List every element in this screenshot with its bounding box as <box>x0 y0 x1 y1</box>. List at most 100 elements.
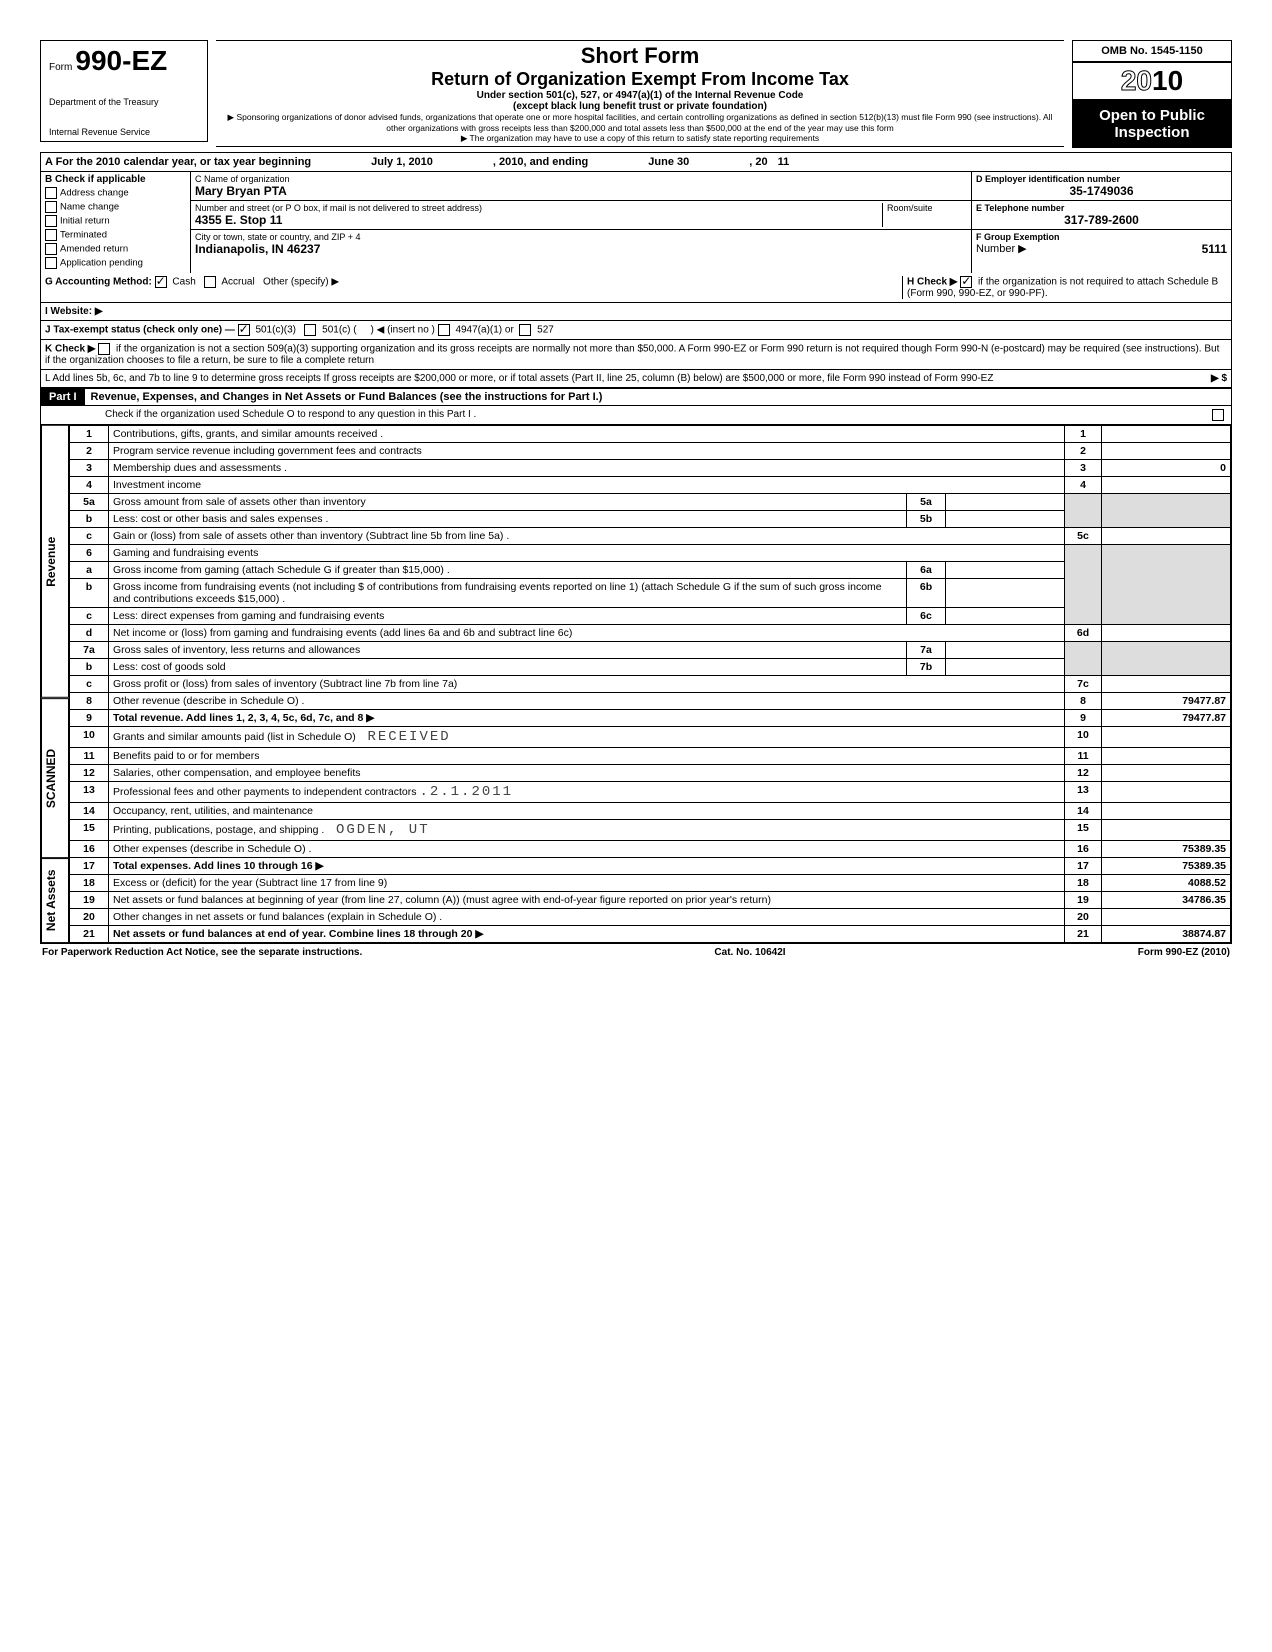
line-7a: 7aGross sales of inventory, less returns… <box>70 642 1231 659</box>
l-arrow: ▶ $ <box>1211 373 1227 384</box>
e-label: E Telephone number <box>976 203 1227 213</box>
stamp-received: RECEIVED <box>367 729 450 745</box>
ein: 35-1749036 <box>976 184 1227 198</box>
cb-501c3[interactable] <box>238 324 250 336</box>
stamp-ogden: OGDEN, UT <box>336 822 430 838</box>
line-20: 20Other changes in net assets or fund ba… <box>70 909 1231 926</box>
line-21: 21Net assets or fund balances at end of … <box>70 926 1231 943</box>
year-bold: 10 <box>1152 65 1183 96</box>
group-exemption: 5111 <box>1202 242 1227 256</box>
b-header: B Check if applicable <box>45 174 186 185</box>
cb-application-pending[interactable]: Application pending <box>45 257 186 269</box>
cb-terminated[interactable]: Terminated <box>45 229 186 241</box>
line-7c: cGross profit or (loss) from sales of in… <box>70 676 1231 693</box>
line-3: 3Membership dues and assessments .30 <box>70 460 1231 477</box>
cb-527[interactable] <box>519 324 531 336</box>
cb-accrual[interactable] <box>204 276 216 288</box>
title-short: Short Form <box>220 43 1060 69</box>
line-6b: bGross income from fundraising events (n… <box>70 579 1231 608</box>
row-i: I Website: ▶ <box>41 303 1231 321</box>
row-l: L Add lines 5b, 6c, and 7b to line 9 to … <box>41 370 1231 387</box>
cb-initial-return[interactable]: Initial return <box>45 215 186 227</box>
c-city-label: City or town, state or country, and ZIP … <box>195 232 967 242</box>
open-to-public: Open to Public Inspection <box>1072 100 1232 148</box>
c-name-label: C Name of organization <box>195 174 967 184</box>
center-header: Short Form Return of Organization Exempt… <box>216 40 1064 147</box>
dept-treasury: Department of the Treasury <box>49 97 199 107</box>
title-long: Return of Organization Exempt From Incom… <box>220 69 1060 90</box>
side-revenue: Revenue <box>41 425 69 698</box>
line-11: 11Benefits paid to or for members11 <box>70 748 1231 765</box>
j-label: J Tax-exempt status (check only one) — <box>45 325 235 336</box>
line-6d: dNet income or (loss) from gaming and fu… <box>70 625 1231 642</box>
year-end: June 30 <box>648 156 689 168</box>
cb-address-change[interactable]: Address change <box>45 187 186 199</box>
line-5b: bLess: cost or other basis and sales exp… <box>70 511 1231 528</box>
line-5c: cGain or (loss) from sale of assets othe… <box>70 528 1231 545</box>
line-17: 17Total expenses. Add lines 10 through 1… <box>70 858 1231 875</box>
line-6: 6Gaming and fundraising events <box>70 545 1231 562</box>
line-4: 4Investment income4 <box>70 477 1231 494</box>
cb-h[interactable] <box>960 276 972 288</box>
line-1: 1Contributions, gifts, grants, and simil… <box>70 426 1231 443</box>
line-6c: cLess: direct expenses from gaming and f… <box>70 608 1231 625</box>
row-a-label: A For the 2010 calendar year, or tax yea… <box>45 156 311 168</box>
open-line2: Inspection <box>1079 124 1225 141</box>
cb-schedule-o[interactable] <box>1212 409 1224 421</box>
cb-501c[interactable] <box>304 324 316 336</box>
line-9: 9Total revenue. Add lines 1, 2, 3, 4, 5c… <box>70 710 1231 727</box>
d-label: D Employer identification number <box>976 174 1227 184</box>
footer-center: Cat. No. 10642I <box>714 947 785 958</box>
f-label2: Number ▶ <box>976 242 1027 256</box>
l-text: L Add lines 5b, 6c, and 7b to line 9 to … <box>45 373 1211 384</box>
omb-number: OMB No. 1545-1150 <box>1072 40 1232 62</box>
line-18: 18Excess or (deficit) for the year (Subt… <box>70 875 1231 892</box>
line-2: 2Program service revenue including gover… <box>70 443 1231 460</box>
dept-irs: Internal Revenue Service <box>49 127 199 137</box>
k-label: K Check ▶ <box>45 344 95 355</box>
h-label: H Check ▶ <box>907 277 957 288</box>
subtitle2: (except black lung benefit trust or priv… <box>220 101 1060 112</box>
line-6a: aGross income from gaming (attach Schedu… <box>70 562 1231 579</box>
open-line1: Open to Public <box>1079 107 1225 124</box>
i-label: I Website: ▶ <box>45 306 103 317</box>
line-12: 12Salaries, other compensation, and empl… <box>70 765 1231 782</box>
cb-amended-return[interactable]: Amended return <box>45 243 186 255</box>
grid-bcdef: B Check if applicable Address change Nam… <box>41 172 1231 273</box>
cb-name-change[interactable]: Name change <box>45 201 186 213</box>
room-label: Room/suite <box>887 203 967 213</box>
col-b: B Check if applicable Address change Nam… <box>41 172 191 273</box>
form-number-box: Form 990-EZ Department of the Treasury I… <box>40 40 208 142</box>
form-number: 990-EZ <box>75 45 167 76</box>
year-begin: July 1, 2010 <box>371 156 433 168</box>
col-def: D Employer identification number 35-1749… <box>971 172 1231 273</box>
section-a-through-l: A For the 2010 calendar year, or tax yea… <box>40 152 1232 388</box>
side-expenses: SCANNED <box>41 698 69 858</box>
f-label: F Group Exemption <box>976 232 1227 242</box>
right-boxes: OMB No. 1545-1150 2010 Open to Public In… <box>1072 40 1232 148</box>
row-a: A For the 2010 calendar year, or tax yea… <box>41 153 1231 172</box>
side-labels: Revenue SCANNED Net Assets <box>41 425 69 943</box>
row-j: J Tax-exempt status (check only one) — 5… <box>41 321 1231 340</box>
subtitle1: Under section 501(c), 527, or 4947(a)(1)… <box>220 90 1060 101</box>
cb-k[interactable] <box>98 343 110 355</box>
tax-year: 2010 <box>1072 62 1232 100</box>
line-14: 14Occupancy, rent, utilities, and mainte… <box>70 803 1231 820</box>
org-city: Indianapolis, IN 46237 <box>195 242 967 256</box>
fineprint1: ▶ Sponsoring organizations of donor advi… <box>220 112 1060 133</box>
g-label: G Accounting Method: <box>45 277 152 288</box>
footer: For Paperwork Reduction Act Notice, see … <box>40 944 1232 961</box>
line-8: 8Other revenue (describe in Schedule O) … <box>70 693 1231 710</box>
line-19: 19Net assets or fund balances at beginni… <box>70 892 1231 909</box>
row-a-suffix: , 20 <box>749 156 767 168</box>
cb-4947[interactable] <box>438 324 450 336</box>
line-13: 13Professional fees and other payments t… <box>70 782 1231 803</box>
side-netassets: Net Assets <box>41 858 69 943</box>
c-street-label: Number and street (or P O box, if mail i… <box>195 203 882 213</box>
year-yy: 11 <box>778 156 790 168</box>
part1-body: Revenue SCANNED Net Assets 1Contribution… <box>41 425 1231 943</box>
phone: 317-789-2600 <box>976 213 1227 227</box>
row-a-mid: , 2010, and ending <box>493 156 588 168</box>
cb-cash[interactable] <box>155 276 167 288</box>
footer-right: Form 990-EZ (2010) <box>1138 947 1230 958</box>
